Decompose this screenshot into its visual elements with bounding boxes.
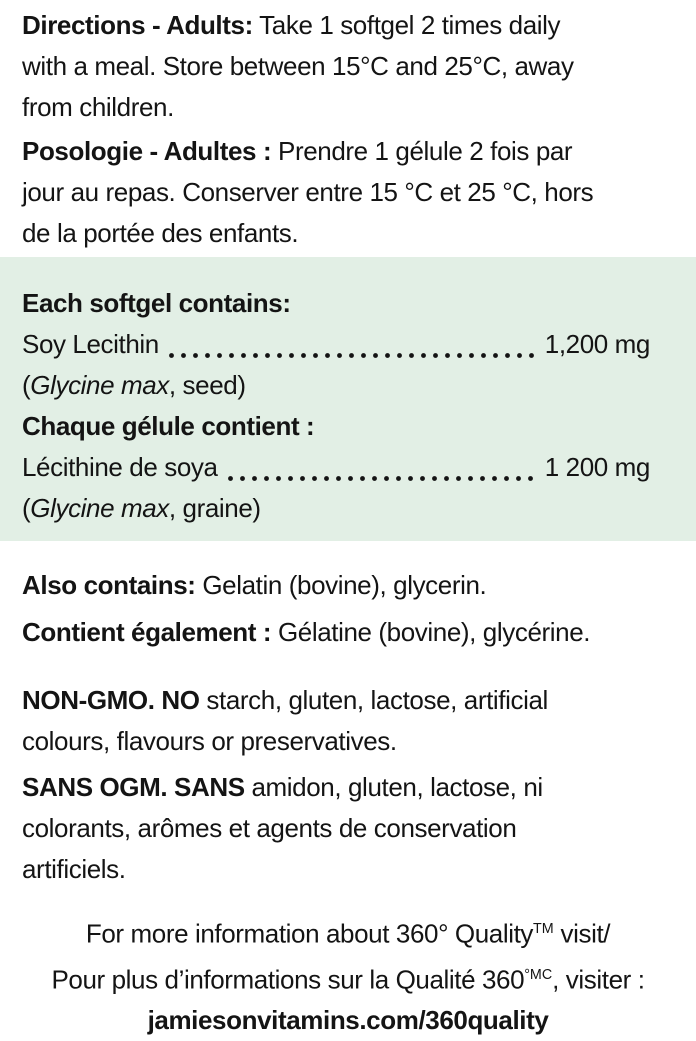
text-fragment: ( <box>22 370 31 400</box>
ingredient-name-fr: Lécithine de soya <box>22 452 218 482</box>
text-line: de la portée des enfants. <box>22 218 299 248</box>
text-line: SANS OGM. SANS amidon, gluten, lactose, … <box>22 767 696 808</box>
text-fragment: visit/ <box>553 918 611 949</box>
directions-fr: Posologie - Adultes : Prendre 1 gélule 2… <box>22 131 696 254</box>
text-line: colours, flavours or preservatives. <box>22 726 397 756</box>
directions-en-text: Take 1 softgel 2 times daily <box>252 10 561 40</box>
text-fragment: For more information about 360° Quality <box>85 918 534 949</box>
also-contains-fr-heading: Contient également : <box>22 617 272 647</box>
text-fragment: , graine) <box>168 493 261 523</box>
directions-en: Directions - Adults: Take 1 softgel 2 ti… <box>22 5 696 128</box>
non-gmo-fr: SANS OGM. SANS amidon, gluten, lactose, … <box>22 767 696 890</box>
non-gmo-fr-heading: SANS OGM. SANS <box>22 772 245 802</box>
ingredient-source-fr: (Glycine max, graine) <box>22 488 650 529</box>
footer-line-fr: Pour plus d’informations sur la Qualité … <box>0 955 696 1001</box>
ingredient-source-en: (Glycine max, seed) <box>22 365 650 406</box>
text-line: Directions - Adults: Take 1 softgel 2 ti… <box>22 5 696 46</box>
text-line: Posologie - Adultes : Prendre 1 gélule 2… <box>22 131 696 172</box>
also-contains-fr: Contient également : Gélatine (bovine), … <box>22 612 696 653</box>
ingredients-panel: Each softgel contains: Soy Lecithin 1,20… <box>0 257 696 541</box>
website-url: jamiesonvitamins.com/360quality <box>147 1005 549 1036</box>
also-contains: Also contains: Gelatin (bovine), glyceri… <box>22 565 696 653</box>
also-contains-fr-text: Gélatine (bovine), glycérine. <box>271 617 591 647</box>
text-line: from children. <box>22 92 174 122</box>
non-gmo-en-text: starch, gluten, lactose, artificial <box>199 685 548 715</box>
latin-name: Glycine max <box>30 370 169 400</box>
directions-fr-heading: Posologie - Adultes : <box>22 136 272 166</box>
ingredient-amount-fr: 1 200 mg <box>544 452 651 482</box>
dot-leader <box>168 353 535 358</box>
ingredient-row-en: Soy Lecithin 1,200 mg <box>22 324 650 365</box>
ingredients-heading-fr: Chaque gélule contient : <box>22 411 315 441</box>
dot-leader <box>227 476 535 481</box>
directions-fr-text: Prendre 1 gélule 2 fois par <box>271 136 573 166</box>
text-line: jour au repas. Conserver entre 15 °C et … <box>22 177 594 207</box>
footer-line-en: For more information about 360° QualityT… <box>0 909 696 955</box>
ingredient-name-en: Soy Lecithin <box>22 329 159 359</box>
also-contains-en: Also contains: Gelatin (bovine), glyceri… <box>22 565 696 606</box>
non-gmo-fr-text: amidon, gluten, lactose, ni <box>244 772 543 802</box>
also-contains-en-heading: Also contains: <box>22 570 196 600</box>
text-line: with a meal. Store between 15°C and 25°C… <box>22 51 574 81</box>
text-fragment: , visiter : <box>552 964 645 995</box>
non-gmo-en-heading: NON-GMO. NO <box>22 685 200 715</box>
ingredient-amount-en: 1,200 mg <box>544 329 651 359</box>
text-line: colorants, arômes et agents de conservat… <box>22 813 517 843</box>
supplement-label: Directions - Adults: Take 1 softgel 2 ti… <box>0 5 696 1041</box>
trademark-superscript: TM <box>533 921 554 937</box>
footer-info: For more information about 360° QualityT… <box>0 909 696 1041</box>
trademark-superscript: °MC <box>524 966 553 983</box>
directions-en-heading: Directions - Adults: <box>22 10 253 40</box>
latin-name: Glycine max <box>30 493 169 523</box>
also-contains-en-text: Gelatin (bovine), glycerin. <box>195 570 487 600</box>
ingredient-row-fr: Lécithine de soya 1 200 mg <box>22 447 650 488</box>
text-line: artificiels. <box>22 854 126 884</box>
text-line: NON-GMO. NO starch, gluten, lactose, art… <box>22 680 696 721</box>
text-fragment: ( <box>22 493 31 523</box>
text-fragment: Pour plus d’informations sur la Qualité … <box>51 964 525 995</box>
ingredients-heading-en: Each softgel contains: <box>22 288 291 318</box>
non-gmo-en: NON-GMO. NO starch, gluten, lactose, art… <box>22 680 696 762</box>
text-fragment: , seed) <box>168 370 246 400</box>
